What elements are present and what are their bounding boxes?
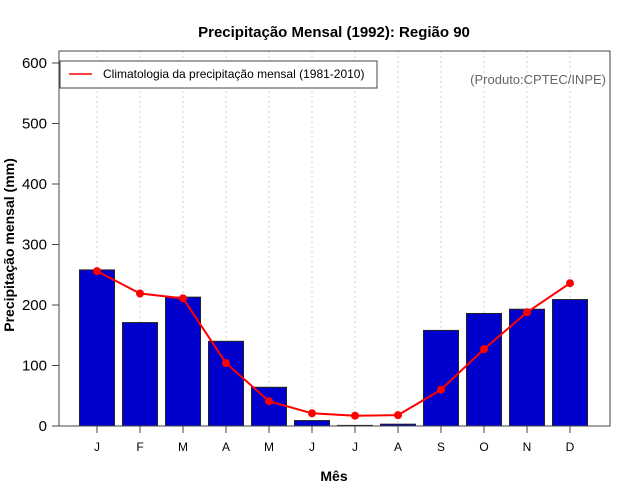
x-tick-label: J <box>94 440 100 454</box>
credit-annotation: (Produto:CPTEC/INPE) <box>470 72 606 87</box>
bar <box>509 308 545 427</box>
y-tick-label: 0 <box>39 418 47 435</box>
climatology-point <box>222 359 230 368</box>
climatology-point <box>480 345 488 354</box>
x-tick-label: J <box>352 440 358 454</box>
chart-title: Precipitação Mensal (1992): Região 90 <box>198 24 470 41</box>
y-tick-label: 500 <box>22 116 47 133</box>
climatology-point <box>394 411 402 420</box>
bar <box>251 386 287 427</box>
y-tick-label: 400 <box>22 176 47 193</box>
bar <box>552 299 588 427</box>
x-tick-label: A <box>222 440 230 454</box>
legend: Climatologia da precipitação mensal (198… <box>59 60 378 89</box>
y-tick-label: 600 <box>22 55 47 72</box>
climatology-point <box>136 289 144 298</box>
x-tick-label: S <box>437 440 445 454</box>
legend-label: Climatologia da precipitação mensal (198… <box>103 67 364 81</box>
bar <box>294 420 330 427</box>
y-tick-label: 200 <box>22 297 47 314</box>
climatology-point <box>93 267 101 276</box>
y-axis-label: Precipitação mensal (mm) <box>1 158 17 332</box>
climatology-line <box>96 270 571 417</box>
x-tick-label: D <box>566 440 575 454</box>
bar <box>466 312 502 427</box>
x-tick-label: J <box>309 440 315 454</box>
climatology-point <box>437 385 445 394</box>
x-tick-label: N <box>523 440 532 454</box>
x-axis-label: Mês <box>320 468 347 484</box>
y-axis: 0 100 200 300 400 500 600 <box>22 55 59 435</box>
bar <box>165 296 201 427</box>
y-tick-label: 100 <box>22 358 47 375</box>
y-tick-label: 300 <box>22 237 47 254</box>
x-tick-label: M <box>178 440 188 454</box>
climatology-point <box>351 411 359 420</box>
climatology-point <box>265 397 273 406</box>
bar <box>122 322 158 427</box>
climatology-point <box>308 409 316 418</box>
x-tick-label: O <box>479 440 488 454</box>
bar <box>79 269 115 427</box>
x-tick-label: M <box>264 440 274 454</box>
x-tick-label: F <box>136 440 143 454</box>
climatology-point <box>179 294 187 303</box>
plot-frame <box>58 50 611 427</box>
climatology-series <box>93 267 574 420</box>
bar-series <box>79 269 588 427</box>
climatology-point <box>523 308 531 317</box>
x-tick-label: A <box>394 440 402 454</box>
bar <box>208 340 244 427</box>
climatology-point <box>566 279 574 288</box>
legend-box <box>59 60 378 89</box>
